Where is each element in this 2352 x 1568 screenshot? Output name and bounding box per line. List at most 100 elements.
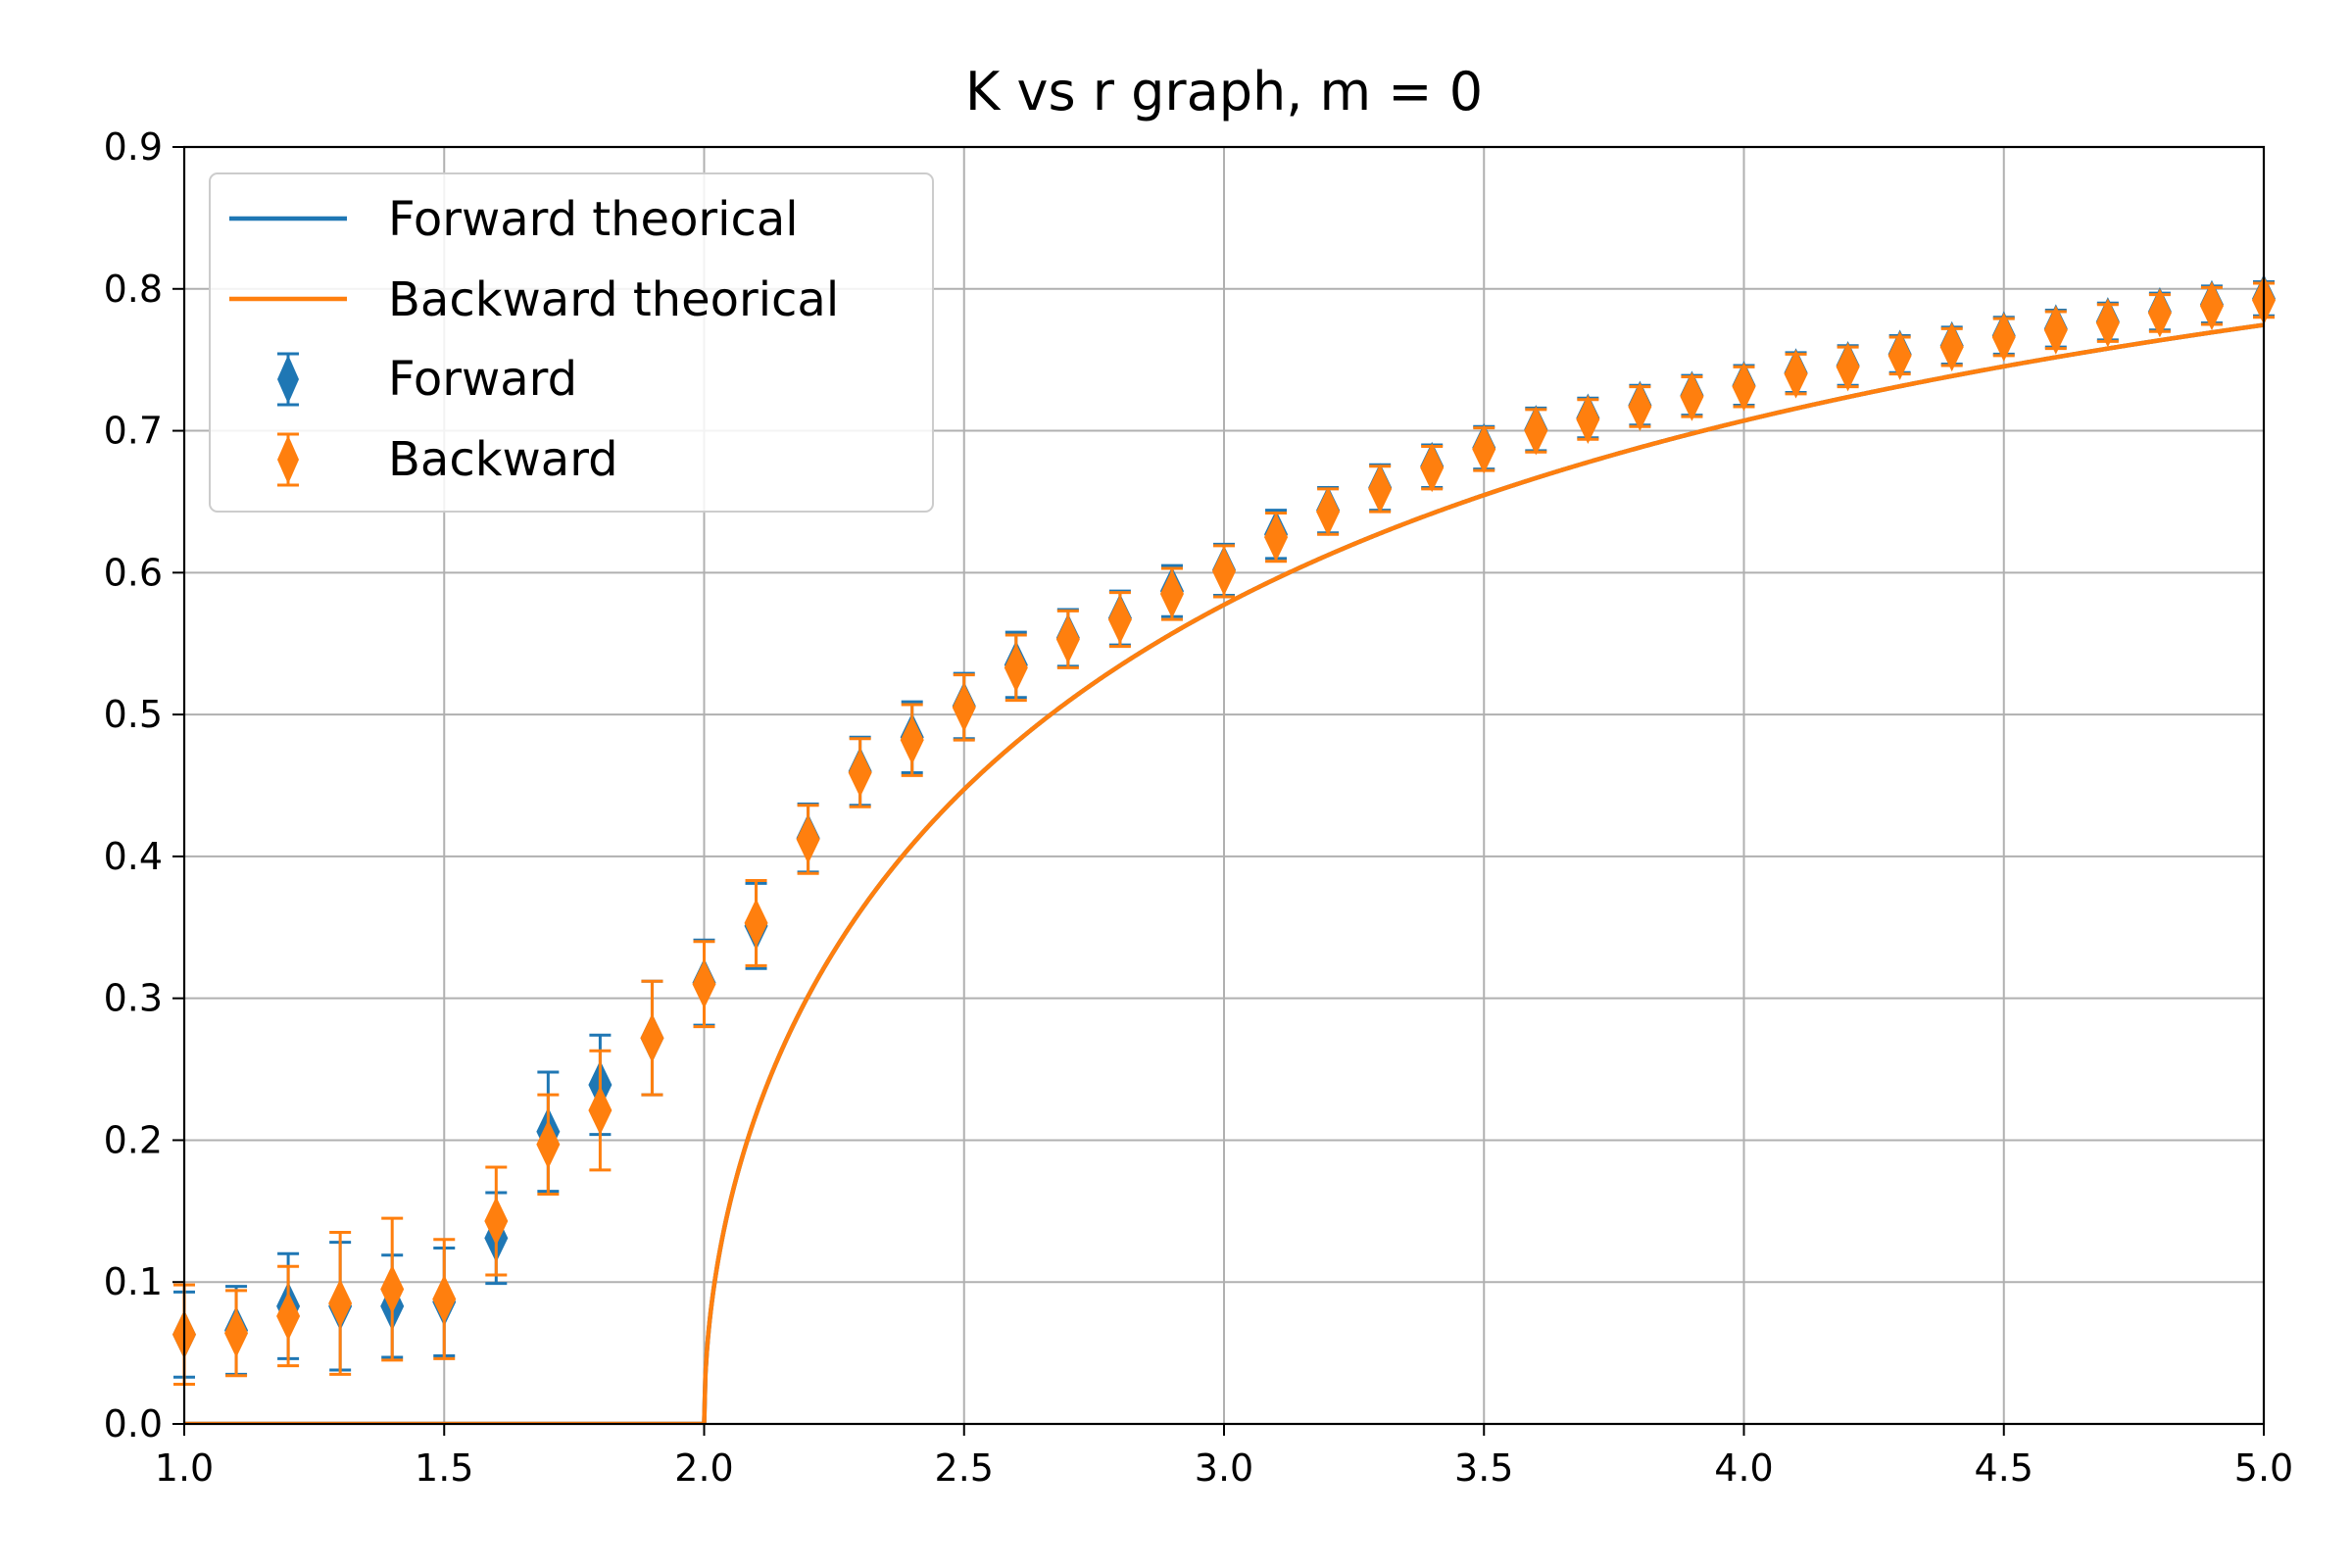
backward-point: [744, 879, 768, 967]
backward-point: [1836, 342, 1860, 392]
backward-point: [952, 673, 976, 742]
backward-marker: [2043, 305, 2068, 355]
backward-point: [328, 1231, 353, 1376]
backward-point: [536, 1093, 561, 1196]
backward-point: [848, 737, 872, 808]
theory-curves: [184, 322, 2264, 1424]
x-tick-label: 2.0: [674, 1446, 733, 1490]
backward-point: [1628, 381, 1652, 431]
y-tick-label: 0.1: [104, 1260, 163, 1303]
y-axis-ticks: 0.0 0.1 0.2 0.3 0.4 0.5 0.6 0.7 0.8 0.9: [104, 125, 184, 1446]
backward-marker: [1784, 349, 1808, 399]
x-tick-label: 4.0: [1714, 1446, 1773, 1490]
y-tick-label: 0.4: [104, 835, 163, 878]
y-tick-label: 0.2: [104, 1118, 163, 1161]
backward-marker: [2095, 298, 2120, 348]
backward-marker: [1472, 424, 1496, 474]
x-tick-label: 2.5: [935, 1446, 994, 1490]
backward-point: [796, 804, 820, 875]
chart-title: K vs r graph, m = 0: [965, 61, 1483, 122]
backward-marker: [900, 715, 924, 765]
backward-marker: [588, 1086, 612, 1136]
legend-label-forward-theorical: Forward theorical: [388, 192, 799, 247]
y-tick-label: 0.7: [104, 410, 163, 453]
backward-marker: [1939, 322, 1964, 372]
backward-marker: [1991, 313, 2016, 363]
backward-point: [1420, 443, 1445, 493]
backward-point: [1576, 394, 1600, 444]
backward-point: [224, 1289, 249, 1378]
backward-marker: [1420, 443, 1445, 493]
backward-marker: [1055, 614, 1080, 664]
backward-point: [1680, 371, 1704, 421]
data-points: [172, 273, 2276, 1386]
backward-marker: [744, 898, 768, 948]
backward-series: [172, 275, 2276, 1386]
x-tick-label: 4.5: [1975, 1446, 2034, 1490]
backward-point: [1991, 313, 2016, 363]
backward-point: [1107, 591, 1132, 649]
backward-marker: [328, 1278, 353, 1328]
backward-theorical-curve: [184, 322, 2264, 1424]
x-tick-label: 1.0: [155, 1446, 214, 1490]
backward-point: [1732, 362, 1756, 412]
legend: Forward theorical Backward theorical For…: [209, 172, 934, 513]
legend-box: [209, 172, 934, 513]
backward-point: [1368, 464, 1393, 514]
backward-point: [692, 940, 716, 1029]
legend-label-forward: Forward: [388, 352, 577, 407]
y-tick-label: 0.6: [104, 551, 163, 594]
backward-marker: [848, 748, 872, 798]
backward-marker: [276, 1291, 301, 1341]
backward-marker: [1887, 330, 1912, 380]
backward-point: [380, 1216, 405, 1362]
backward-marker: [380, 1264, 405, 1314]
x-tick-label: 1.5: [415, 1446, 473, 1490]
x-axis-ticks: 1.0 1.5 2.0 2.5 3.0 3.5 4.0 4.5 5.0: [155, 1424, 2293, 1490]
backward-marker: [1524, 406, 1548, 456]
y-tick-label: 0.9: [104, 125, 163, 169]
legend-marker-backward: [277, 432, 299, 487]
backward-point: [484, 1165, 509, 1277]
backward-marker: [640, 1013, 664, 1063]
backward-point: [1472, 424, 1496, 474]
backward-point: [1159, 566, 1184, 621]
plot-frame: [182, 145, 2266, 1426]
backward-point: [588, 1049, 612, 1172]
y-tick-label: 0.0: [104, 1402, 163, 1446]
backward-point: [1212, 544, 1236, 599]
backward-marker: [2147, 288, 2172, 338]
backward-marker: [1628, 381, 1652, 431]
backward-marker: [1576, 394, 1600, 444]
backward-point: [1055, 609, 1080, 669]
backward-point: [1887, 330, 1912, 380]
backward-point: [1316, 487, 1341, 537]
backward-point: [2147, 288, 2172, 338]
backward-marker: [1368, 464, 1393, 514]
backward-point: [2095, 298, 2120, 348]
x-tick-label: 5.0: [2234, 1446, 2293, 1490]
backward-marker: [1680, 371, 1704, 421]
y-tick-label: 0.5: [104, 693, 163, 736]
backward-marker: [1004, 643, 1028, 693]
backward-marker: [484, 1196, 509, 1246]
y-tick-label: 0.8: [104, 268, 163, 311]
backward-marker: [2199, 281, 2224, 331]
backward-marker: [952, 682, 976, 732]
x-tick-label: 3.5: [1454, 1446, 1513, 1490]
x-tick-label: 3.0: [1195, 1446, 1253, 1490]
backward-marker: [692, 959, 716, 1009]
backward-point: [1004, 633, 1028, 703]
backward-point: [1939, 322, 1964, 372]
backward-marker: [1732, 362, 1756, 412]
backward-marker: [1316, 487, 1341, 537]
backward-marker: [1212, 546, 1236, 596]
backward-marker: [1107, 595, 1132, 645]
backward-point: [432, 1238, 457, 1360]
backward-marker: [536, 1119, 561, 1169]
y-tick-label: 0.3: [104, 977, 163, 1020]
legend-label-backward: Backward: [388, 432, 618, 487]
backward-marker: [1836, 342, 1860, 392]
backward-marker: [432, 1274, 457, 1324]
